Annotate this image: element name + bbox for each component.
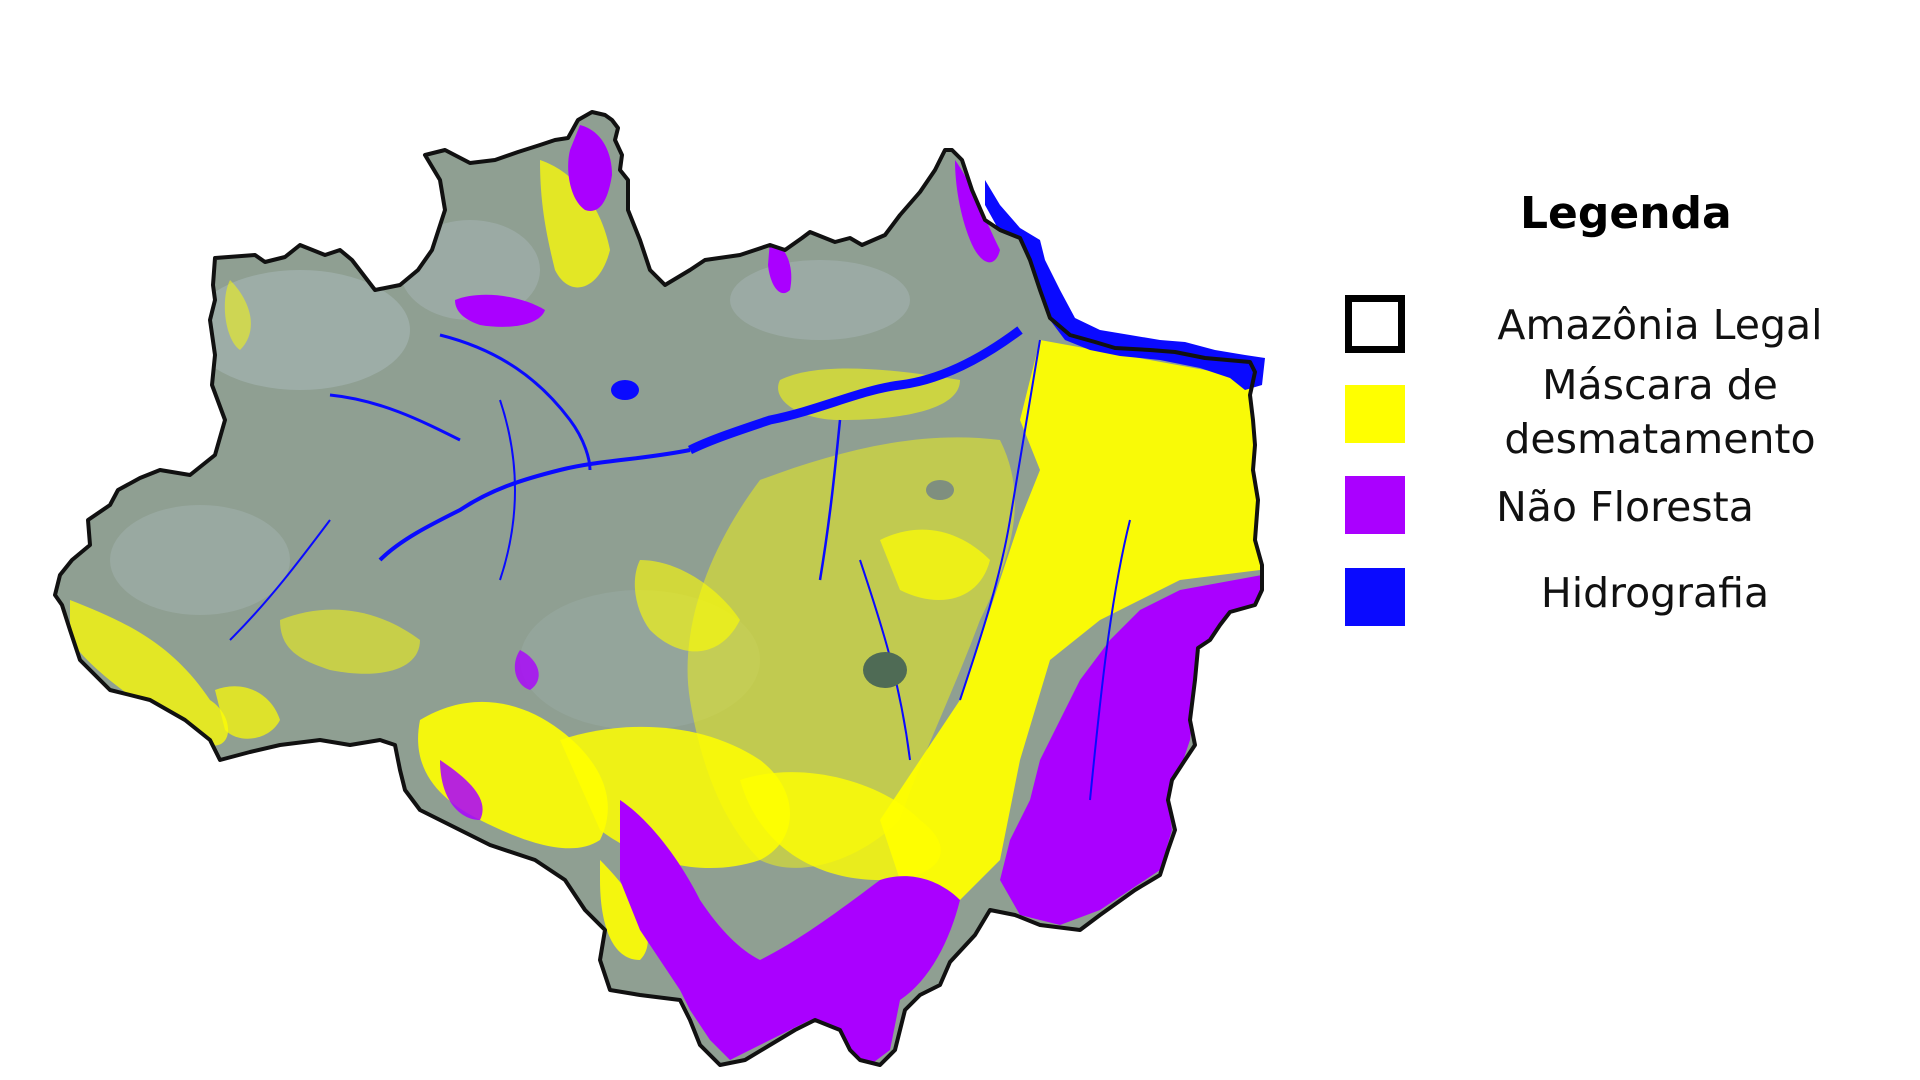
legend-swatch-hydrography [1345,568,1405,626]
legend-swatch-non-forest [1345,476,1405,534]
map-land-group [55,112,1262,1065]
amazonia-legal-boundary [53,110,1264,1067]
dark-forest-patch [863,652,907,688]
legend-label-deforestation-mask-line2: desmatamento [1504,415,1816,463]
legend-swatch-deforestation-mask [1345,385,1405,443]
forest-light-patch [730,260,910,340]
legend-label-deforestation-mask-line1: Máscara de [1542,361,1778,409]
forest-light-patch [110,505,290,615]
lake [611,380,639,400]
hydrography [229,326,1131,801]
legend-swatch-amazonia-legal [1345,295,1405,353]
deforestation-mask [70,160,1260,960]
amazonia-legal-map [53,110,1265,1067]
legend-label-non-forest: Não Floresta [1496,483,1754,531]
map-legend: Legenda Amazônia Legal Máscara de desmat… [1330,170,1890,670]
dark-forest-patch [926,480,954,500]
legend-label-hydrography: Hidrografia [1540,569,1770,617]
forest-light-patch [190,270,410,390]
map-panel [53,110,1265,1067]
legend-title: Legenda [1520,188,1732,239]
legend-label-amazonia-legal: Amazônia Legal [1497,301,1823,349]
